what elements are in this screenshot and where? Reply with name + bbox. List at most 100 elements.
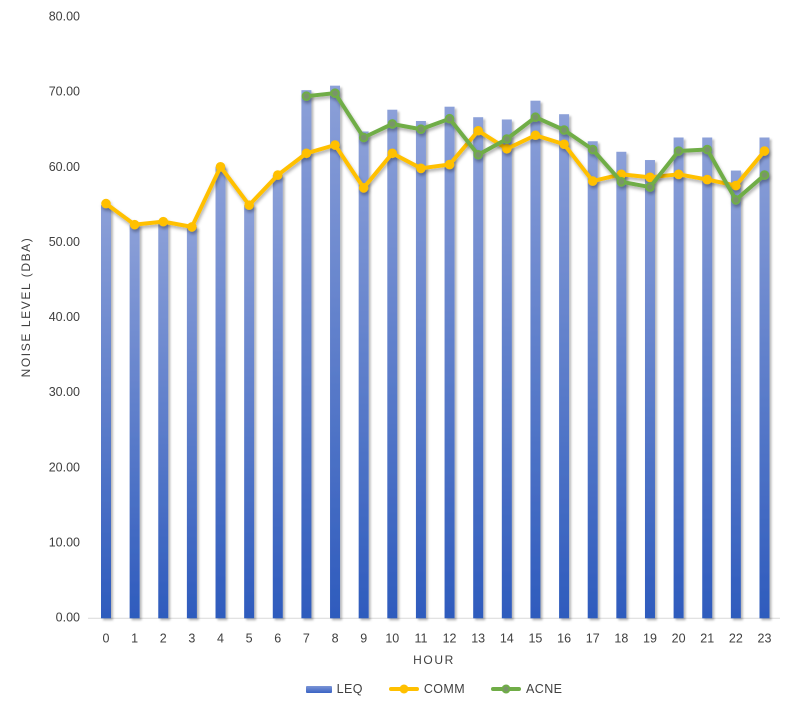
legend-item-acne: ACNE: [491, 682, 562, 696]
y-tick-label: 20.00: [49, 460, 80, 474]
acne-marker: [530, 112, 541, 123]
y-axis-title: NOISE LEVEL (DBA): [19, 236, 33, 378]
acne-marker: [330, 88, 340, 98]
y-tick-label: 30.00: [49, 385, 80, 399]
legend: LEQ COMM ACNE: [88, 680, 780, 698]
acne-marker: [559, 125, 569, 135]
y-tick-label: 40.00: [49, 310, 80, 324]
acne-marker: [416, 124, 426, 135]
acne-marker: [301, 91, 312, 101]
y-tick-label: 10.00: [49, 535, 80, 549]
leq-bar: [158, 222, 169, 619]
leq-bar: [444, 106, 455, 619]
comm-marker: [129, 219, 140, 230]
comm-marker: [358, 183, 369, 193]
legend-label-acne: ACNE: [526, 682, 563, 696]
comm-marker: [473, 125, 483, 136]
leq-bar: [272, 175, 283, 619]
x-tick-label: 14: [500, 631, 514, 645]
leq-bar: [330, 85, 341, 619]
comm-series: [101, 125, 770, 232]
y-tick-label: 70.00: [49, 85, 80, 99]
comm-marker: [158, 216, 169, 227]
x-tick-label: 1: [131, 631, 138, 645]
acne-marker: [358, 132, 369, 143]
leq-bar: [530, 100, 541, 619]
x-tick-label: 13: [471, 631, 485, 645]
x-tick-label: 22: [729, 631, 743, 645]
leq-bar: [129, 224, 140, 619]
acne-marker: [587, 144, 598, 155]
comm-marker: [444, 159, 455, 170]
legend-label-leq: LEQ: [336, 682, 363, 696]
x-tick-label: 3: [188, 631, 195, 645]
comm-marker: [645, 172, 655, 183]
comm-marker: [731, 180, 741, 191]
comm-marker: [301, 148, 312, 159]
x-tick-label: 5: [246, 631, 253, 645]
x-axis-title: HOUR: [413, 653, 455, 667]
leq-bar: [673, 137, 684, 619]
leq-bar: [501, 119, 512, 619]
x-tick-label: 6: [274, 631, 281, 645]
y-tick-label: 80.00: [49, 10, 80, 24]
x-tick-label: 21: [700, 631, 714, 645]
leq-bar: [358, 131, 369, 619]
leq-bar: [559, 114, 570, 619]
x-tick-label: 15: [528, 631, 542, 645]
x-tick-label: 19: [643, 631, 657, 645]
y-tick-label: 60.00: [49, 160, 80, 174]
y-tick-label: 0.00: [56, 611, 80, 625]
acne-marker: [473, 149, 483, 160]
leq-bar-swatch-icon: [305, 685, 332, 693]
comm-marker: [101, 198, 111, 209]
leq-bar: [186, 226, 197, 619]
x-tick-label: 2: [160, 631, 167, 645]
x-tick-label: 18: [614, 631, 628, 645]
comm-marker: [272, 170, 283, 180]
comm-line: [104, 128, 767, 229]
comm-line-swatch-icon: [388, 684, 419, 694]
x-tick-label: 12: [443, 631, 457, 645]
x-tick-label: 4: [217, 631, 224, 645]
x-tick-label: 23: [758, 631, 772, 645]
leq-bar: [101, 205, 111, 619]
x-tick-label: 8: [332, 631, 339, 645]
legend-label-comm: COMM: [423, 682, 466, 696]
acne-marker: [616, 177, 627, 187]
leq-bar: [215, 166, 226, 619]
leq-bar: [730, 170, 741, 619]
leq-bar: [759, 137, 770, 619]
acne-marker: [731, 195, 741, 205]
x-tick-label: 20: [672, 631, 686, 645]
comm-marker: [759, 146, 770, 156]
x-tick-label: 0: [103, 631, 110, 645]
x-tick-label: 11: [414, 631, 427, 645]
comm-marker: [187, 222, 197, 232]
leq-bar: [587, 141, 598, 619]
y-tick-label: 50.00: [49, 235, 80, 249]
comm-marker: [244, 200, 254, 210]
comm-marker: [559, 139, 569, 150]
leq-bar: [702, 137, 713, 619]
acne-marker: [759, 170, 770, 180]
acne-marker: [502, 134, 512, 144]
legend-item-leq: LEQ: [305, 682, 363, 696]
acne-marker: [645, 182, 655, 192]
leq-bar: [644, 160, 655, 619]
comm-marker: [530, 130, 541, 141]
comm-marker: [702, 174, 713, 185]
acne-series: [301, 88, 770, 205]
comm-marker: [673, 169, 684, 180]
comm-marker: [502, 143, 512, 154]
acne-marker: [673, 146, 684, 156]
x-tick-label: 17: [586, 631, 600, 645]
acne-marker: [444, 113, 455, 124]
acne-marker: [702, 144, 713, 155]
leq-bar: [616, 151, 627, 619]
comm-marker: [416, 163, 426, 174]
acne-line-swatch-icon: [491, 684, 522, 694]
acne-marker: [387, 119, 398, 129]
